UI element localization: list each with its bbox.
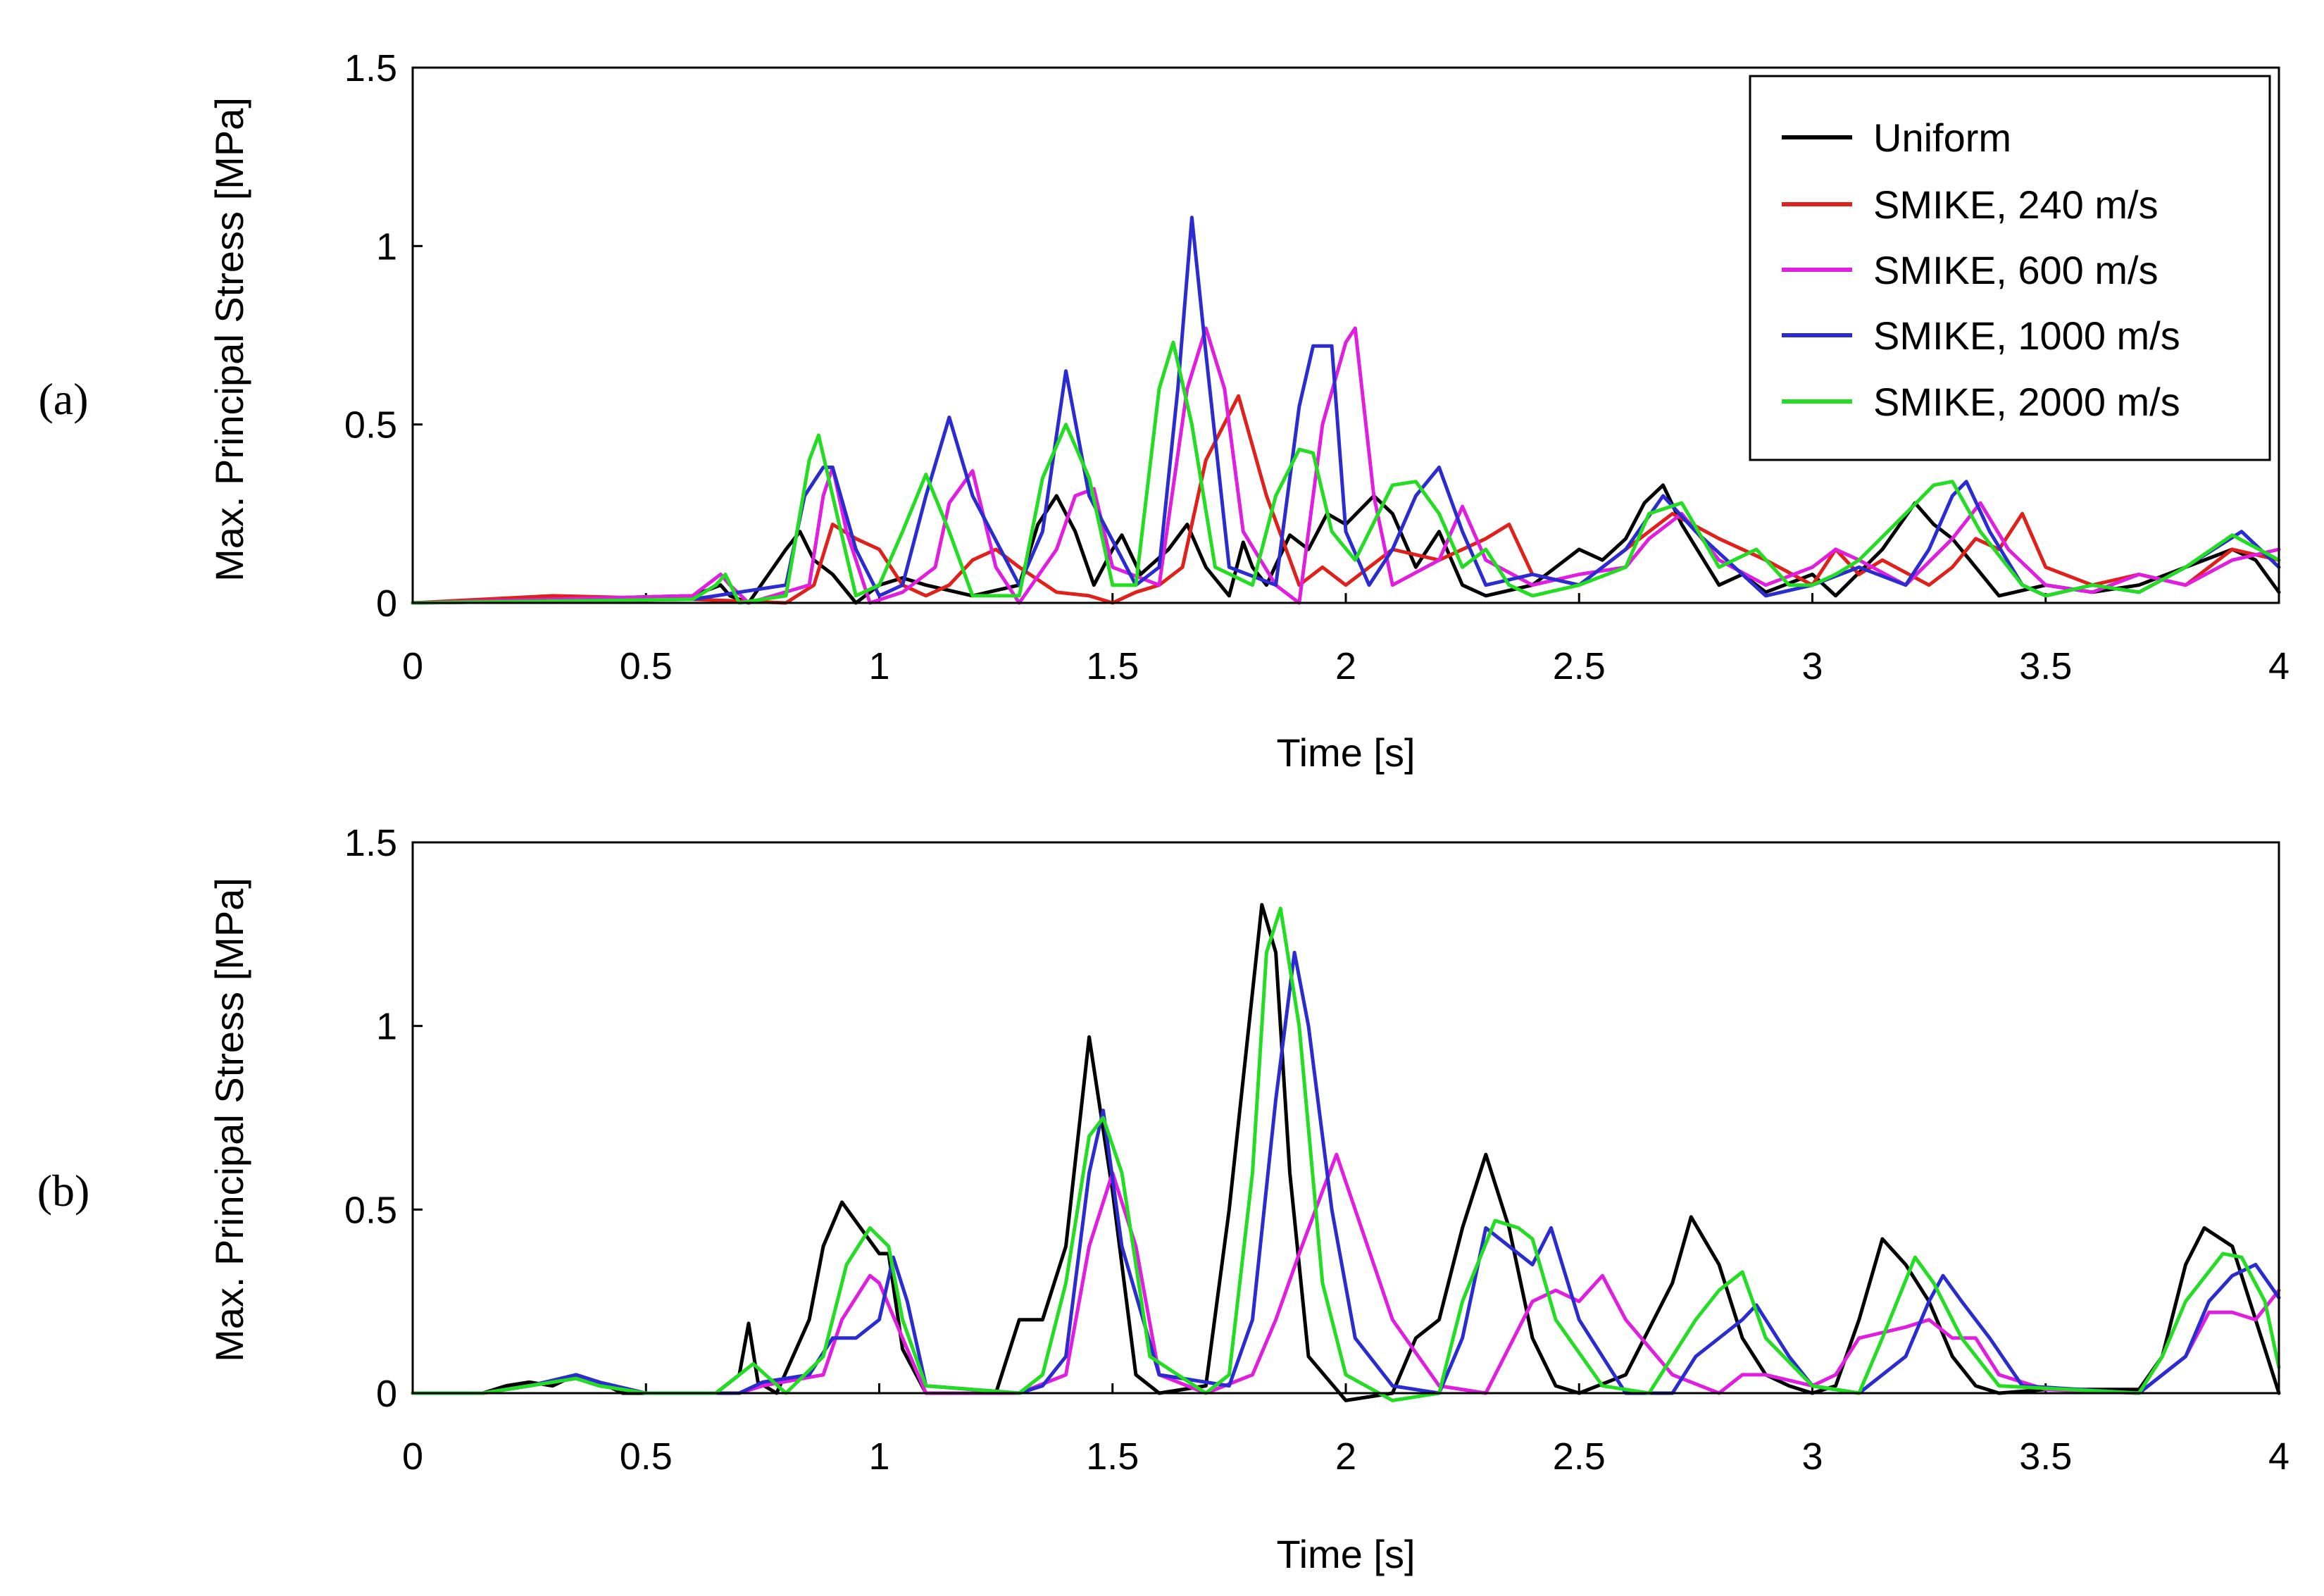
panel-b-y-tick-label: 0 [376, 1373, 397, 1415]
panel-b-y-tick-label: 1.5 [344, 822, 397, 864]
panel-b-x-tick-label: 4 [2268, 1435, 2289, 1478]
panel-a-y-ticks: 0 0.5 1 1.5 [344, 47, 423, 625]
panel-a: (a) Max. Principal Stress [MPa] Time [s]… [38, 47, 2289, 775]
panel-b-y-tick-label: 0.5 [344, 1189, 397, 1231]
panel-a-series-group [411, 216, 2281, 605]
legend-label-240: SMIKE, 240 m/s [1873, 182, 2159, 227]
panel-b-x-tick-label: 2 [1335, 1435, 1356, 1478]
panel-a-series-smike-2000-m-s [411, 340, 2281, 605]
panel-b-label: (b) [37, 1166, 90, 1216]
panel-b-series-smike-1000-m-s [411, 950, 2281, 1395]
panel-b-series-uniform [411, 903, 2281, 1402]
panel-a-y-tick-label: 0 [376, 582, 397, 625]
panel-a-plot-frame [411, 66, 2280, 604]
panel-b-x-tick-label: 1.5 [1086, 1435, 1139, 1478]
panel-a-y-tick-label: 1.5 [344, 47, 397, 89]
panel-a-legend: Uniform SMIKE, 240 m/s SMIKE, 600 m/s SM… [1749, 75, 2271, 461]
panel-a-series-smike-240-m-s [411, 394, 2281, 605]
panel-a-x-tick-label: 0.5 [620, 645, 673, 687]
panel-a-x-tick-label: 1 [868, 645, 889, 687]
panel-b-y-ticks: 0 0.5 1 1.5 [344, 822, 423, 1415]
panel-a-x-tick-label: 2.5 [1553, 645, 1606, 687]
panel-a-y-tick-label: 0.5 [344, 404, 397, 447]
panel-b-y-axis-title: Max. Principal Stress [MPa] [207, 878, 251, 1362]
panel-b-x-tick-label: 1 [868, 1435, 889, 1478]
legend-label-1000: SMIKE, 1000 m/s [1873, 313, 2180, 358]
panel-a-x-ticks: 0 0.5 1 1.5 2 2.5 3 3.5 4 [402, 593, 2289, 687]
panel-a-y-tick-label: 1 [376, 225, 397, 268]
legend-label-2000: SMIKE, 2000 m/s [1873, 380, 2180, 424]
legend-label-uniform: Uniform [1873, 116, 2011, 160]
panel-a-y-axis-title: Max. Principal Stress [MPa] [207, 97, 251, 582]
panel-b-x-tick-label: 2.5 [1553, 1435, 1606, 1478]
legend-label-600: SMIKE, 600 m/s [1873, 248, 2159, 292]
panel-a-x-axis-title: Time [s] [1276, 730, 1415, 775]
panel-a-x-tick-label: 3.5 [2019, 645, 2072, 687]
panel-a-x-tick-label: 1.5 [1086, 645, 1139, 687]
panel-a-x-tick-label: 2 [1335, 645, 1356, 687]
panel-b-series-smike-2000-m-s [411, 906, 2281, 1402]
panel-b-series-smike-600-m-s [411, 1152, 2281, 1395]
panel-a-label: (a) [38, 374, 88, 424]
panel-b-series-group [411, 903, 2281, 1402]
panel-a-x-tick-label: 0 [402, 645, 423, 687]
panel-a-x-tick-label: 3 [1801, 645, 1823, 687]
panel-b-x-tick-label: 3.5 [2019, 1435, 2072, 1478]
panel-b-x-tick-label: 0.5 [620, 1435, 673, 1478]
panel-b: (b) Max. Principal Stress [MPa] Time [s]… [37, 822, 2289, 1576]
panel-b-x-ticks: 0 0.5 1 1.5 2 2.5 3 3.5 4 [402, 1383, 2289, 1478]
panel-a-x-tick-label: 4 [2268, 645, 2289, 687]
panel-b-x-tick-label: 3 [1801, 1435, 1823, 1478]
panel-b-y-tick-label: 1 [376, 1006, 397, 1048]
panel-b-x-tick-label: 0 [402, 1435, 423, 1478]
panel-b-x-axis-title: Time [s] [1276, 1532, 1415, 1576]
panel-b-plot-frame [411, 841, 2280, 1395]
